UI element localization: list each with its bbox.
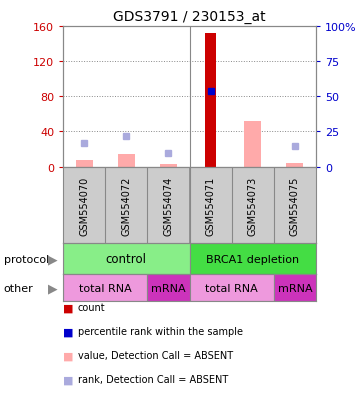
Text: ■: ■ xyxy=(63,351,74,361)
Bar xyxy=(118,155,135,167)
Bar xyxy=(147,275,190,301)
Title: GDS3791 / 230153_at: GDS3791 / 230153_at xyxy=(113,10,266,24)
Text: total RNA: total RNA xyxy=(205,283,258,293)
Text: GSM554072: GSM554072 xyxy=(121,176,131,235)
Text: GSM554071: GSM554071 xyxy=(205,176,216,235)
Text: ▶: ▶ xyxy=(48,253,57,266)
Text: GSM554070: GSM554070 xyxy=(79,176,89,235)
Bar xyxy=(76,160,93,167)
Text: rank, Detection Call = ABSENT: rank, Detection Call = ABSENT xyxy=(78,375,228,385)
Text: value, Detection Call = ABSENT: value, Detection Call = ABSENT xyxy=(78,351,233,361)
Bar xyxy=(63,244,190,275)
Text: BRCA1 depletion: BRCA1 depletion xyxy=(206,254,299,264)
Text: total RNA: total RNA xyxy=(79,283,132,293)
Text: other: other xyxy=(4,283,33,293)
Text: percentile rank within the sample: percentile rank within the sample xyxy=(78,327,243,337)
Bar xyxy=(205,34,217,167)
Text: protocol: protocol xyxy=(4,254,49,264)
Bar xyxy=(160,165,177,167)
Bar xyxy=(286,164,303,167)
Text: GSM554073: GSM554073 xyxy=(248,176,258,235)
Bar xyxy=(190,275,274,301)
Text: ▶: ▶ xyxy=(48,282,57,294)
Text: count: count xyxy=(78,303,105,313)
Bar xyxy=(244,122,261,167)
Text: GSM554075: GSM554075 xyxy=(290,176,300,235)
Text: ■: ■ xyxy=(63,303,74,313)
Bar xyxy=(63,275,147,301)
Text: GSM554074: GSM554074 xyxy=(164,176,174,235)
Bar xyxy=(274,275,316,301)
Text: mRNA: mRNA xyxy=(151,283,186,293)
Bar xyxy=(190,244,316,275)
Text: mRNA: mRNA xyxy=(278,283,312,293)
Text: control: control xyxy=(106,253,147,266)
Text: ■: ■ xyxy=(63,327,74,337)
Text: ■: ■ xyxy=(63,375,74,385)
